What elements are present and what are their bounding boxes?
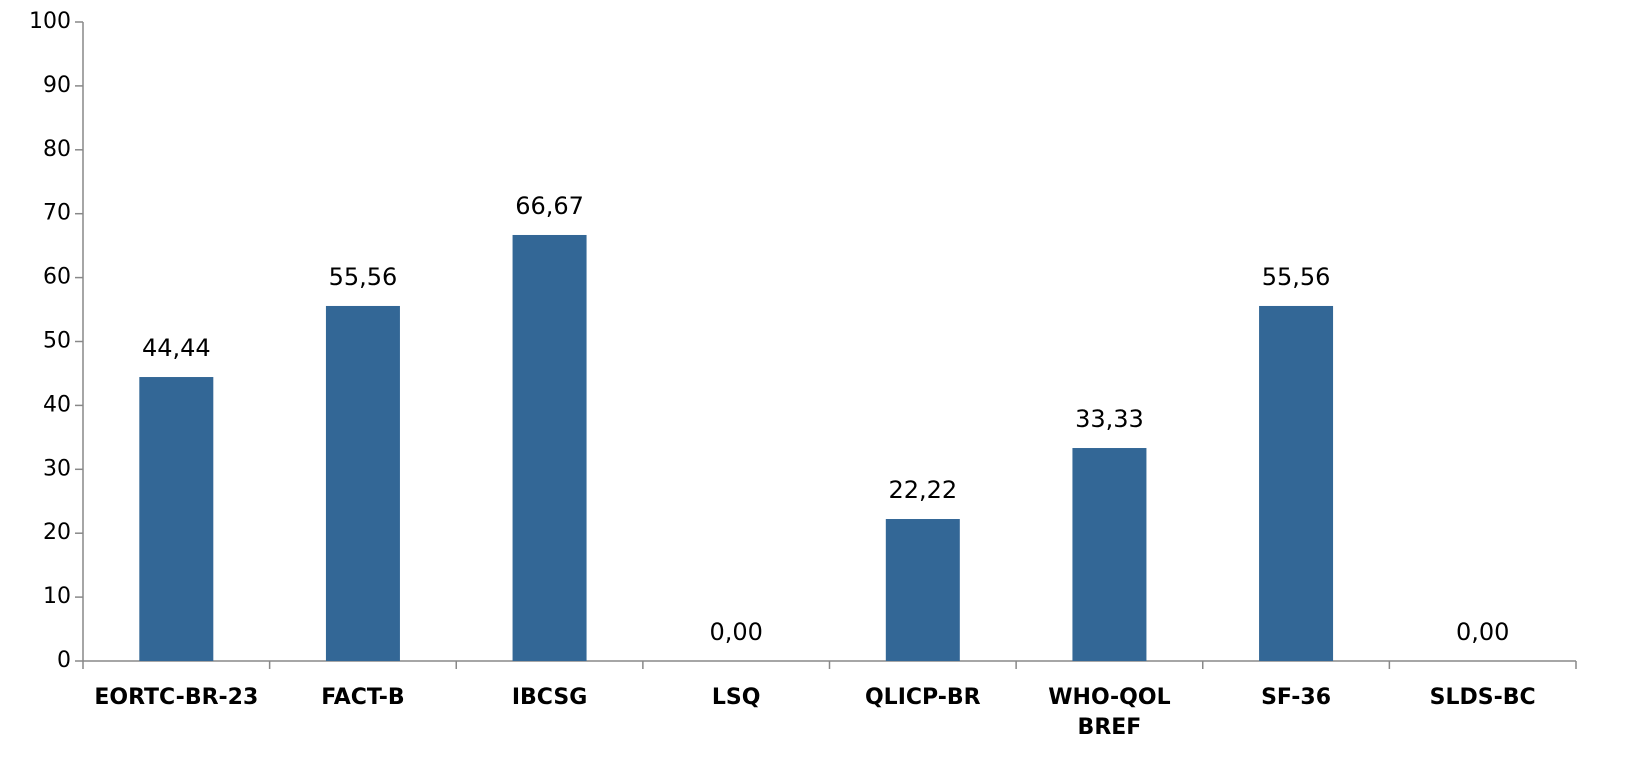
y-tick-label: 90 [43, 73, 71, 98]
x-tick-label: SLDS-BC [1429, 685, 1536, 710]
value-label: 44,44 [142, 334, 211, 362]
bar [1259, 305, 1334, 661]
y-tick-label: 0 [57, 648, 71, 673]
y-tick-label: 100 [29, 9, 71, 34]
bar [512, 234, 587, 661]
x-tick-label: WHO-QOL BREF [1048, 685, 1171, 740]
bar [885, 519, 960, 661]
y-tick-label: 70 [43, 201, 71, 226]
y-tick-label: 60 [43, 265, 71, 290]
x-tick-label: EORTC-BR-23 [94, 685, 259, 710]
value-label: 0,00 [709, 618, 762, 646]
y-tick-label: 30 [43, 456, 71, 481]
x-tick-label: LSQ [711, 685, 761, 710]
x-tick-label: SF-36 [1261, 685, 1332, 710]
bar [139, 377, 214, 661]
x-tick-label: QLICP-BR [864, 685, 981, 710]
value-label: 33,33 [1075, 405, 1144, 433]
x-tick-label: IBCSG [511, 685, 588, 710]
y-tick-label: 10 [43, 584, 71, 609]
value-label: 55,56 [329, 263, 398, 291]
y-tick-label: 20 [43, 520, 71, 545]
y-tick-label: 40 [43, 392, 71, 417]
value-label: 55,56 [1262, 263, 1331, 291]
x-tick-label: FACT-B [321, 685, 405, 710]
bar [1072, 448, 1147, 661]
value-label: 22,22 [888, 476, 957, 504]
value-label: 0,00 [1456, 618, 1509, 646]
y-tick-label: 80 [43, 137, 71, 162]
bar [325, 305, 400, 661]
y-tick-label: 50 [43, 329, 71, 354]
value-label: 66,67 [515, 192, 584, 220]
